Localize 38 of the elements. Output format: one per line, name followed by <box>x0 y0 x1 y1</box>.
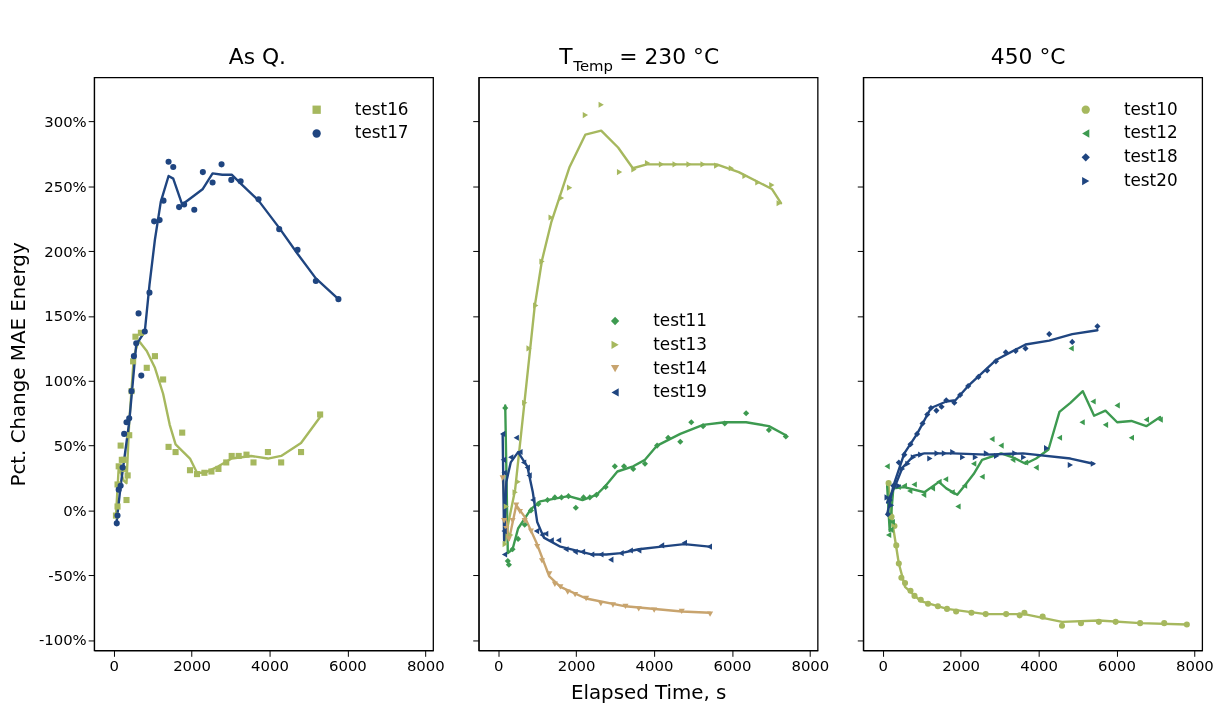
chart-title: As Q. <box>228 43 287 69</box>
x-tick-label: 2000 <box>173 656 211 675</box>
x-tick-label: 0 <box>878 656 888 675</box>
legend-label: test14 <box>653 357 707 378</box>
legend-label: test19 <box>653 381 707 402</box>
legend-label: test13 <box>653 333 707 354</box>
y-tick-label: 200% <box>44 242 87 261</box>
y-tick-label: 300% <box>44 113 87 132</box>
y-tick-label: 250% <box>44 177 87 196</box>
x-tick-label: 6000 <box>1098 656 1136 675</box>
x-tick-label: 2000 <box>942 656 981 675</box>
y-tick-label: 150% <box>44 307 87 326</box>
legend-label: test11 <box>653 309 707 330</box>
y-tick-label: -50% <box>48 566 87 585</box>
y-tick-label: 100% <box>44 372 87 391</box>
legend-label: test10 <box>1123 98 1178 119</box>
x-tick-label: 4000 <box>1020 656 1058 675</box>
y-tick-label: 0% <box>63 501 87 520</box>
legend-label: test20 <box>1123 170 1178 191</box>
y-axis-title: Pct. Change MAE Energy <box>6 242 30 487</box>
x-tick-label: 0 <box>493 656 504 675</box>
x-tick-label: 0 <box>109 656 119 675</box>
legend-label: test16 <box>354 98 409 119</box>
x-tick-label: 6000 <box>328 656 367 675</box>
x-axis-title: Elapsed Time, s <box>570 681 727 705</box>
legend-label: test12 <box>1123 122 1178 143</box>
legend-label: test17 <box>354 122 409 143</box>
y-tick-label: -100% <box>38 631 87 650</box>
y-tick-label: 50% <box>53 437 87 456</box>
x-tick-label: 6000 <box>713 656 752 675</box>
x-tick-label: 4000 <box>635 656 674 675</box>
x-tick-label: 2000 <box>557 656 596 675</box>
x-tick-label: 4000 <box>251 656 289 675</box>
chart-title: 450 °C <box>990 43 1066 69</box>
x-tick-label: 8000 <box>406 656 445 675</box>
legend-label: test18 <box>1123 146 1178 167</box>
x-tick-label: 8000 <box>1175 656 1214 675</box>
x-tick-label: 8000 <box>791 656 830 675</box>
